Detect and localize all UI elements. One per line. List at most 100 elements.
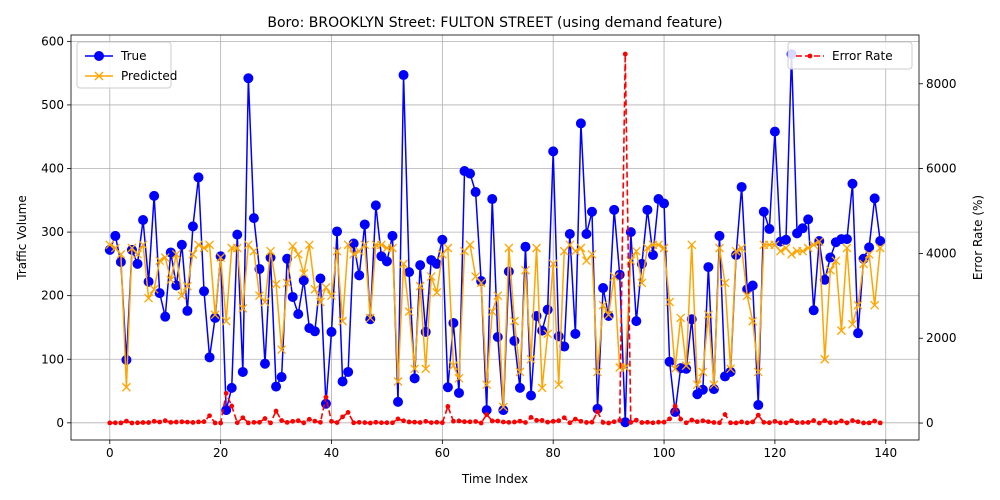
error-rate-point (484, 412, 490, 417)
error-rate-point (534, 417, 539, 423)
error-rate-point (284, 420, 290, 425)
predicted-point (870, 300, 880, 310)
true-point (309, 326, 320, 337)
x-tick-label: 80 (546, 446, 561, 460)
error-rate-point (584, 420, 589, 425)
true-point (121, 354, 132, 365)
predicted-point (177, 291, 187, 301)
predicted-point (321, 282, 331, 292)
error-rate-point (312, 418, 318, 424)
predicted-point (687, 240, 697, 250)
error-rate-point (223, 390, 229, 396)
error-rate-point (412, 419, 418, 425)
error-rate-point (678, 416, 684, 422)
error-rate-point (439, 420, 445, 426)
true-point (276, 372, 287, 383)
predicted-point (482, 380, 492, 390)
error-rate-point (179, 419, 185, 425)
error-rate-point (251, 419, 257, 425)
true-point (237, 366, 248, 377)
predicted-point (798, 246, 808, 256)
error-rate-point (567, 420, 573, 426)
true-point (370, 200, 381, 211)
x-axis-label: Time Index (461, 472, 528, 486)
error-rate-point (146, 420, 151, 425)
error-rate-point (550, 418, 556, 424)
true-point (647, 249, 658, 260)
error-rate-point (329, 418, 334, 424)
predicted-point (543, 329, 553, 339)
error-rate-point (650, 420, 656, 426)
predicted-point (221, 316, 231, 326)
predicted-point (604, 310, 614, 320)
true-point (747, 280, 758, 291)
error-rate-point (124, 418, 129, 424)
error-rate-point (783, 420, 789, 426)
error-rate-point (572, 416, 578, 422)
y2-tick-label: 4000 (926, 246, 957, 260)
predicted-point (327, 291, 336, 301)
error-rate-point (639, 420, 645, 425)
error-rate-point (850, 418, 855, 423)
x-tick-label: 20 (213, 446, 228, 460)
true-point (841, 234, 852, 245)
predicted-point (199, 243, 209, 253)
predicted-point (831, 256, 841, 266)
grid (71, 35, 919, 440)
error-rate-point (855, 419, 861, 425)
predicted-point (315, 297, 325, 307)
true-point (415, 260, 426, 271)
error-rate-point (683, 420, 689, 426)
true-point (448, 318, 459, 329)
predicted-point (210, 310, 220, 320)
error-rate-point (229, 403, 235, 409)
predicted-point (376, 240, 386, 250)
true-point (470, 187, 481, 198)
predicted-point (742, 291, 752, 301)
true-point (404, 267, 415, 278)
predicted-point (343, 240, 353, 250)
error-rate-point (417, 420, 423, 425)
true-point (254, 263, 265, 274)
error-rate-point (805, 420, 811, 425)
true-point (769, 126, 780, 137)
true-point (409, 373, 420, 384)
true-point (343, 366, 354, 377)
predicted-point (692, 380, 702, 390)
error-rate-point (689, 417, 695, 423)
true-point (381, 256, 392, 267)
error-rate-point (451, 418, 456, 424)
predicted-point (332, 246, 342, 256)
x-tick-label: 60 (435, 446, 450, 460)
predicted-point (676, 313, 686, 323)
error-rate-point (184, 419, 190, 425)
error-rate-point (816, 420, 822, 426)
error-rate-point (273, 408, 279, 414)
predicted-point (498, 402, 508, 412)
x-tick-label: 40 (324, 446, 339, 460)
true-point (520, 241, 531, 252)
error-rate-point (728, 420, 733, 426)
legend-marker (94, 51, 104, 61)
error-rate-point (827, 420, 833, 426)
y2-tick-label: 8000 (926, 77, 957, 91)
legend-label: Error Rate (832, 49, 893, 63)
y2-axis-label: Error Rate (%) (971, 195, 985, 280)
predicted-point (848, 319, 857, 329)
predicted-point (304, 240, 314, 250)
predicted-point (310, 284, 320, 294)
error-rate-point (705, 419, 711, 425)
error-rate-point (157, 419, 163, 425)
error-rate-point (118, 420, 124, 426)
predicted-point (526, 354, 536, 364)
error-rate-point (323, 394, 329, 400)
legend-marker (94, 71, 104, 81)
predicted-point (631, 246, 641, 256)
predicted-point (521, 265, 530, 275)
legend-entry-true: True (85, 49, 147, 63)
error-rate-point (578, 418, 584, 424)
error-rate-point (168, 419, 174, 425)
x-axis-ticks: 0 20 40 60 80 100 120 140 (106, 440, 897, 460)
error-rate-point (318, 419, 323, 425)
error-rate-point (295, 418, 301, 424)
